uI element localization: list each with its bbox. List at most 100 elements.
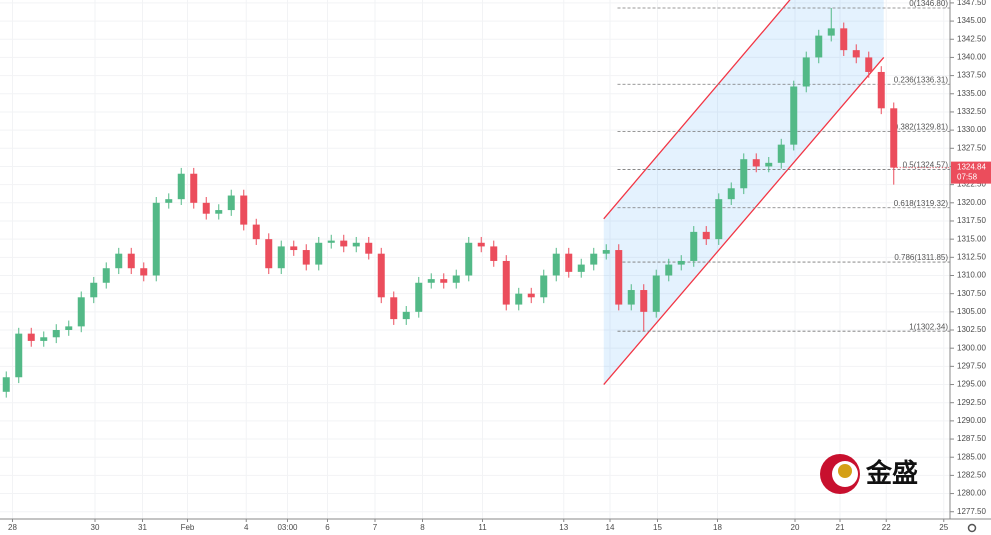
y-tick-label: 1342.50 — [957, 34, 986, 43]
candle-body — [427, 279, 435, 283]
x-tick-label: 21 — [836, 523, 845, 532]
y-tick-label: 1322.50 — [957, 180, 986, 189]
x-tick-label: 4 — [244, 523, 249, 532]
x-tick-label: 28 — [8, 523, 17, 532]
candle-body — [152, 202, 160, 276]
candle-body — [540, 275, 548, 298]
fib-label: 0(1346.80) — [909, 0, 948, 8]
countdown: 07:58 — [957, 173, 978, 182]
candle-body — [477, 242, 485, 247]
y-tick-label: 1330.00 — [957, 125, 986, 134]
fib-label: 0.786(1311.85) — [894, 253, 948, 262]
candle-body — [490, 246, 498, 261]
settings-icon[interactable] — [967, 523, 977, 533]
candle-body — [740, 159, 748, 189]
y-tick-label: 1347.50 — [957, 0, 986, 7]
logo: 金盛 — [820, 454, 918, 494]
fib-label: 0.5(1324.57) — [903, 161, 949, 170]
candle-body — [252, 224, 260, 240]
x-tick-label: 8 — [420, 523, 425, 532]
x-tick-label: 18 — [713, 523, 722, 532]
y-tick-label: 1317.50 — [957, 216, 986, 225]
candle-body — [890, 108, 898, 168]
x-tick-label: 7 — [373, 523, 378, 532]
candle-body — [90, 282, 98, 298]
candle-body — [40, 337, 48, 341]
y-tick-label: 1297.50 — [957, 361, 986, 370]
candle-body — [677, 260, 685, 265]
y-tick-label: 1305.00 — [957, 307, 986, 316]
candle-body — [527, 293, 535, 298]
x-tick-label: 25 — [939, 523, 948, 532]
y-tick-label: 1340.00 — [957, 53, 986, 62]
candle-body — [615, 250, 623, 305]
candle-body — [590, 253, 598, 265]
candle-body — [315, 242, 323, 265]
candle-body — [640, 290, 648, 312]
logo-text: 金盛 — [865, 458, 918, 488]
y-tick-label: 1295.00 — [957, 380, 986, 389]
candle-body — [140, 268, 148, 276]
y-tick-label: 1345.00 — [957, 16, 986, 25]
candle-body — [2, 377, 10, 392]
candle-body — [227, 195, 235, 211]
x-tick-label: 11 — [478, 523, 487, 532]
y-tick-label: 1310.00 — [957, 271, 986, 280]
candle-body — [765, 162, 773, 167]
x-tick-label: 30 — [91, 523, 100, 532]
candle-body — [202, 202, 210, 214]
candle-body — [602, 250, 610, 254]
y-tick-label: 1282.50 — [957, 470, 986, 479]
candle-body — [802, 57, 810, 87]
candle-body — [827, 28, 835, 36]
candle-body — [702, 231, 710, 240]
x-tick-label: 14 — [606, 523, 615, 532]
channel-line — [603, 0, 791, 220]
candle-body — [165, 199, 173, 203]
candle-body — [77, 297, 85, 327]
candle-body — [752, 159, 760, 167]
fib-label: 0.382(1329.81) — [894, 123, 949, 132]
fibonacci: 0(1346.80) 0.236(1336.31) 0.382(1329.81) 0.… — [617, 0, 950, 332]
candle-body — [365, 242, 373, 254]
y-tick-label: 1302.50 — [957, 325, 986, 334]
gear[interactable] — [967, 523, 977, 533]
logo-mark — [838, 464, 852, 478]
candle-body — [15, 333, 23, 378]
candle-body — [440, 279, 448, 283]
candle-body — [652, 275, 660, 312]
channel-line — [603, 57, 885, 385]
candle-body — [290, 246, 298, 251]
candle-body — [565, 253, 573, 272]
y-tick-label: 1312.50 — [957, 252, 986, 261]
candle-body — [177, 173, 185, 200]
candle-body — [115, 253, 123, 269]
x-tick-label: 15 — [653, 523, 662, 532]
candle-body — [415, 282, 423, 312]
candle-body — [240, 195, 248, 225]
y-tick-label: 1277.50 — [957, 507, 986, 516]
candle-body — [127, 253, 135, 269]
candle-body — [815, 35, 823, 58]
y-tick-label: 1335.00 — [957, 89, 986, 98]
candle-body — [577, 264, 585, 272]
candle-body — [265, 239, 273, 269]
x-tick-label: 13 — [559, 523, 568, 532]
candle-body — [665, 264, 673, 276]
candle-body — [865, 57, 873, 72]
candle-body — [715, 199, 723, 240]
candle-body — [27, 333, 35, 341]
candle-body — [52, 330, 60, 338]
candle-body — [327, 240, 335, 243]
y-tick-label: 1327.50 — [957, 143, 986, 152]
candle-body — [790, 86, 798, 145]
fib-label: 0.618(1319.32) — [894, 199, 949, 208]
candle-body — [377, 253, 385, 298]
y-tick-label: 1300.00 — [957, 343, 986, 352]
candle-body — [552, 253, 560, 276]
y-tick-label: 1332.50 — [957, 107, 986, 116]
candle-body — [877, 71, 885, 109]
x-tick-label: 31 — [138, 523, 147, 532]
x-tick-label: 6 — [325, 523, 330, 532]
